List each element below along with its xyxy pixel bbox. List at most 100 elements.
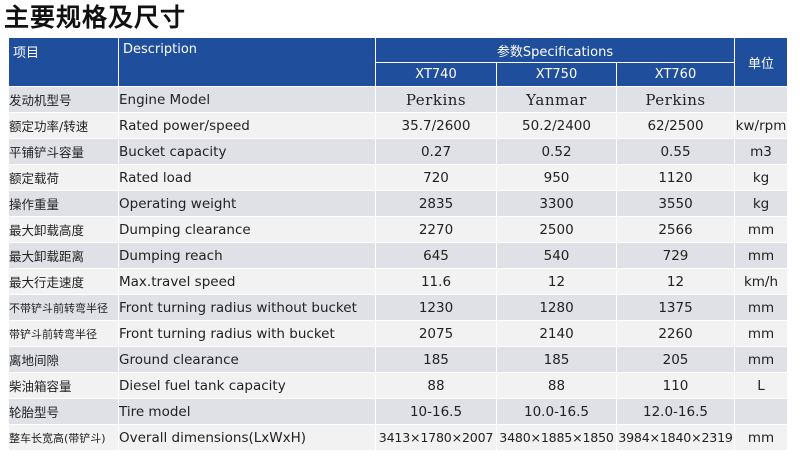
header-item: 项目 [8,37,119,87]
value-xt760: 1375 [615,294,736,321]
unit-cell: kw/rpm [734,112,789,139]
spec-table: 项目 Description 参数Specifications 单位 XT740… [8,37,789,451]
row-label-en: Dumping reach [118,242,376,269]
value-xt740: 35.7/2600 [375,112,497,139]
value-xt740: 1230 [375,294,497,321]
value-xt740: 10-16.5 [375,398,497,425]
value-xt760: 3984×1840×2319 [615,424,736,451]
value-xt740: Perkins [375,86,497,113]
value-xt740: 2075 [375,320,497,347]
value-xt750: 2500 [496,216,617,243]
unit-cell: mm [734,346,789,373]
value-xt750: 2140 [496,320,617,347]
table-row: 额定功率/转速 Rated power/speed 35.7/2600 50.2… [8,112,789,139]
header-specifications: 参数Specifications [374,37,736,63]
model-header-row: XT740 XT750 XT760 [9,62,788,87]
row-label-en: Rated load [118,164,376,191]
unit-cell: mm [734,216,789,243]
row-label-en: Overall dimensions(LxWxH) [118,424,376,451]
value-xt750: 0.52 [496,138,617,165]
unit-cell: mm [734,242,789,269]
row-label-cn: 操作重量 [8,190,119,217]
value-xt740: 88 [375,372,497,399]
row-label-cn: 整车长宽高(带铲斗) [8,424,119,451]
model-xt750: XT750 [496,62,617,87]
value-xt750: 540 [496,242,617,269]
value-xt750: 10.0-16.5 [496,398,617,425]
row-label-cn: 发动机型号 [8,86,119,113]
table-row: 不带铲斗前转弯半径 Front turning radius without b… [8,294,789,321]
value-xt750: 12 [496,268,617,295]
table-row: 柴油箱容量 Diesel fuel tank capacity 88 88 11… [8,372,789,399]
unit-cell: L [734,372,789,399]
table-row: 带铲斗前转弯半径 Front turning radius with bucke… [8,320,789,347]
header-row: 项目 Description 参数Specifications 单位 [8,37,789,87]
value-xt750: 50.2/2400 [496,112,617,139]
value-xt760: 110 [615,372,736,399]
value-xt760: 2566 [615,216,736,243]
value-xt760: 205 [615,346,736,373]
row-label-en: Engine Model [118,86,376,113]
row-label-cn: 轮胎型号 [8,398,119,425]
row-label-en: Tire model [118,398,376,425]
table-row: 整车长宽高(带铲斗) Overall dimensions(LxWxH) 341… [8,424,789,451]
value-xt760: 0.55 [615,138,736,165]
unit-cell: mm [734,424,789,451]
value-xt750: 185 [496,346,617,373]
row-label-cn: 额定载荷 [8,164,119,191]
row-label-cn: 柴油箱容量 [8,372,119,399]
unit-cell: km/h [734,268,789,295]
value-xt750: 1280 [496,294,617,321]
row-label-en: Diesel fuel tank capacity [118,372,376,399]
unit-cell: mm [734,294,789,321]
table-row: 发动机型号 Engine Model Perkins Yanmar Perkin… [8,86,789,113]
value-xt760: 12 [615,268,736,295]
value-xt750: 88 [496,372,617,399]
table-row: 最大卸载高度 Dumping clearance 2270 2500 2566 … [8,216,789,243]
table-row: 额定载荷 Rated load 720 950 1120 kg [8,164,789,191]
row-label-cn: 最大行走速度 [8,268,119,295]
value-xt740: 3413×1780×2007 [375,424,497,451]
row-label-cn: 最大卸载距离 [8,242,119,269]
page-title: 主要规格及尺寸 [4,3,187,32]
value-xt760: 12.0-16.5 [615,398,736,425]
value-xt750: 3300 [496,190,617,217]
table-row: 最大行走速度 Max.travel speed 11.6 12 12 km/h [8,268,789,295]
value-xt760: 1120 [615,164,736,191]
row-label-en: Ground clearance [118,346,376,373]
value-xt760: 3550 [615,190,736,217]
table-row: 最大卸载距离 Dumping reach 645 540 729 mm [8,242,789,269]
value-xt740: 11.6 [375,268,497,295]
model-xt740: XT740 [375,62,497,87]
value-xt740: 720 [375,164,497,191]
row-label-en: Front turning radius without bucket [118,294,376,321]
row-label-en: Max.travel speed [118,268,376,295]
unit-cell: mm [734,320,789,347]
value-xt750: Yanmar [496,86,617,113]
table-row: 操作重量 Operating weight 2835 3300 3550 kg [8,190,789,217]
unit-cell: kg [734,164,789,191]
value-xt740: 185 [375,346,497,373]
table-row: 轮胎型号 Tire model 10-16.5 10.0-16.5 12.0-1… [8,398,789,425]
unit-cell [734,398,789,425]
row-label-en: Bucket capacity [118,138,376,165]
row-label-en: Dumping clearance [118,216,376,243]
value-xt740: 2835 [375,190,497,217]
value-xt740: 2270 [375,216,497,243]
value-xt760: Perkins [615,86,736,113]
header-description: Description [118,37,376,87]
value-xt740: 645 [375,242,497,269]
model-xt760: XT760 [615,62,736,87]
unit-cell [734,86,789,113]
value-xt760: 729 [615,242,736,269]
value-xt740: 0.27 [375,138,497,165]
value-xt760: 62/2500 [615,112,736,139]
row-label-cn: 带铲斗前转弯半径 [8,320,119,347]
row-label-cn: 最大卸载高度 [8,216,119,243]
row-label-en: Front turning radius with bucket [118,320,376,347]
row-label-cn: 平铺铲斗容量 [8,138,119,165]
row-label-en: Operating weight [118,190,376,217]
row-label-cn: 离地间隙 [8,346,119,373]
header-unit: 单位 [734,37,789,87]
value-xt750: 950 [496,164,617,191]
